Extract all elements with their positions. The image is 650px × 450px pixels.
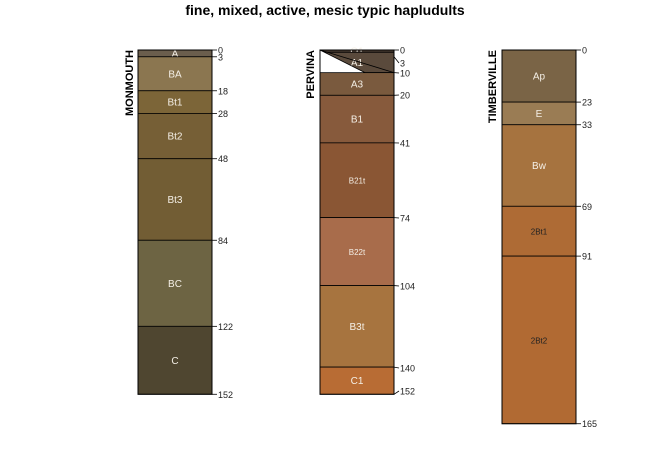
depth-label: 3 — [218, 52, 223, 62]
depth-label: 69 — [582, 202, 592, 212]
horizon-pervina-b21t — [319, 142, 395, 219]
horizon-monmouth-ba — [137, 56, 213, 92]
horizon-label: B3t — [349, 322, 364, 333]
horizon-label: Bt1 — [167, 98, 182, 109]
horizon-label: A3 — [351, 79, 364, 90]
horizon-timberville-2bt2 — [501, 255, 577, 425]
depth-label: 152 — [400, 387, 415, 397]
horizon-pervina-b3t — [319, 285, 395, 368]
depth-label: 0 — [400, 46, 405, 56]
depth-label: 0 — [582, 46, 587, 56]
profile-frame — [137, 49, 213, 395]
depth-label: 33 — [582, 120, 592, 130]
horizon-label: E — [536, 109, 543, 120]
horizon-label: Bt3 — [167, 195, 182, 206]
depth-label: 152 — [218, 390, 233, 400]
depth-label: 10 — [400, 69, 410, 79]
horizon-label: B21t — [349, 177, 366, 186]
depth-label: 104 — [400, 282, 415, 292]
horizon-timberville-bw — [501, 124, 577, 207]
horizon-label: A1 — [351, 58, 364, 69]
depth-label: 91 — [582, 252, 592, 262]
horizon-diagonal — [319, 49, 395, 74]
horizon-monmouth-bt3 — [137, 158, 213, 241]
profile-frame — [319, 49, 395, 395]
horizon-label: C1 — [351, 376, 364, 387]
horizon-pervina-b22t — [319, 217, 395, 286]
horizon-monmouth-c — [137, 325, 213, 395]
profile-name-pervina: PERVINA — [305, 50, 317, 99]
horizon-label: BC — [168, 279, 182, 290]
horizon-label: B22t — [349, 248, 366, 257]
depth-label: 0 — [218, 46, 223, 56]
horizon-pervina-c1 — [319, 366, 395, 395]
depth-label: 140 — [400, 364, 415, 374]
horizon-monmouth-bt2 — [137, 113, 213, 160]
horizon-label: 2Bt2 — [531, 336, 548, 345]
depth-label: 18 — [218, 86, 228, 96]
profile-name-timberville: TIMBERVILLE — [487, 50, 499, 123]
profile-frame — [501, 49, 577, 425]
depth-tick — [393, 390, 400, 395]
depth-label: 74 — [400, 214, 410, 224]
depth-label: 23 — [582, 98, 592, 108]
depth-tick — [393, 56, 400, 64]
horizon-label: Ap — [533, 72, 546, 83]
horizon-label: A — [172, 49, 179, 60]
depth-label: 165 — [582, 419, 597, 429]
depth-label: 84 — [218, 236, 228, 246]
depth-label: 41 — [400, 139, 410, 149]
horizon-label: 2Bt1 — [531, 228, 548, 237]
horizon-timberville-2bt1 — [501, 205, 577, 257]
depth-label: 48 — [218, 154, 228, 164]
depth-label: 122 — [218, 322, 233, 332]
depth-label: 20 — [400, 91, 410, 101]
depth-label: 28 — [218, 109, 228, 119]
profile-name-monmouth: MONMOUTH — [124, 50, 136, 116]
depth-label: 3 — [400, 59, 405, 69]
horizon-label: BA — [168, 69, 182, 80]
horizon-label: Bw — [532, 161, 547, 172]
horizon-label: B1 — [351, 115, 364, 126]
diagram-title: fine, mixed, active, mesic typic hapludu… — [185, 2, 465, 18]
horizon-label: Bt2 — [167, 132, 182, 143]
depth-tick — [393, 366, 400, 369]
horizon-label: C — [171, 356, 178, 367]
